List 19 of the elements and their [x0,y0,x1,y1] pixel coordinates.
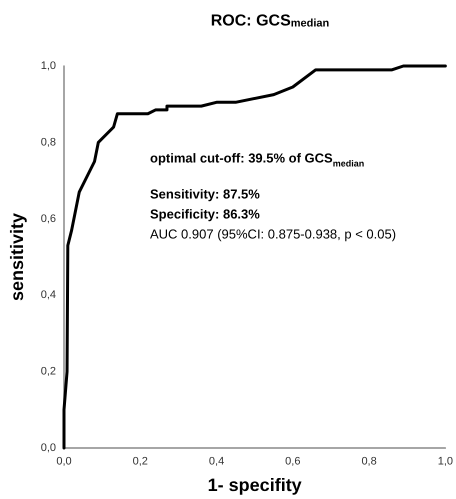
y-tick-label: 0,6 [40,212,56,225]
line-series [62,64,447,450]
annotation: Sensitivity: 87.5% [150,186,260,202]
annotation: Specificity: 86.3% [150,206,260,222]
chart-title: ROC: GCSmedian [210,12,330,30]
y-tick-label: 0,8 [40,136,56,148]
y-tick-label: 1,0 [40,60,56,72]
x-tick-label: 0,2 [132,456,148,468]
y-tick-label: 0,0 [40,442,56,454]
x-tick-label: 1,0 [438,456,454,468]
x-tick-label: 0,6 [285,456,300,468]
annotation: AUC 0.907 (95%CI: 0.875-0.938, p < 0.05) [150,226,396,242]
x-axis-title: 1- specifity [208,475,302,495]
y-tick-label: 0,4 [40,289,56,302]
x-tick-label: 0,8 [361,456,377,468]
x-tick-label: 0,0 [56,456,72,468]
y-tick-label: 0,2 [40,366,56,378]
y-axis-title: sensitivity [7,212,27,302]
x-tick-label: 0,4 [208,456,224,468]
